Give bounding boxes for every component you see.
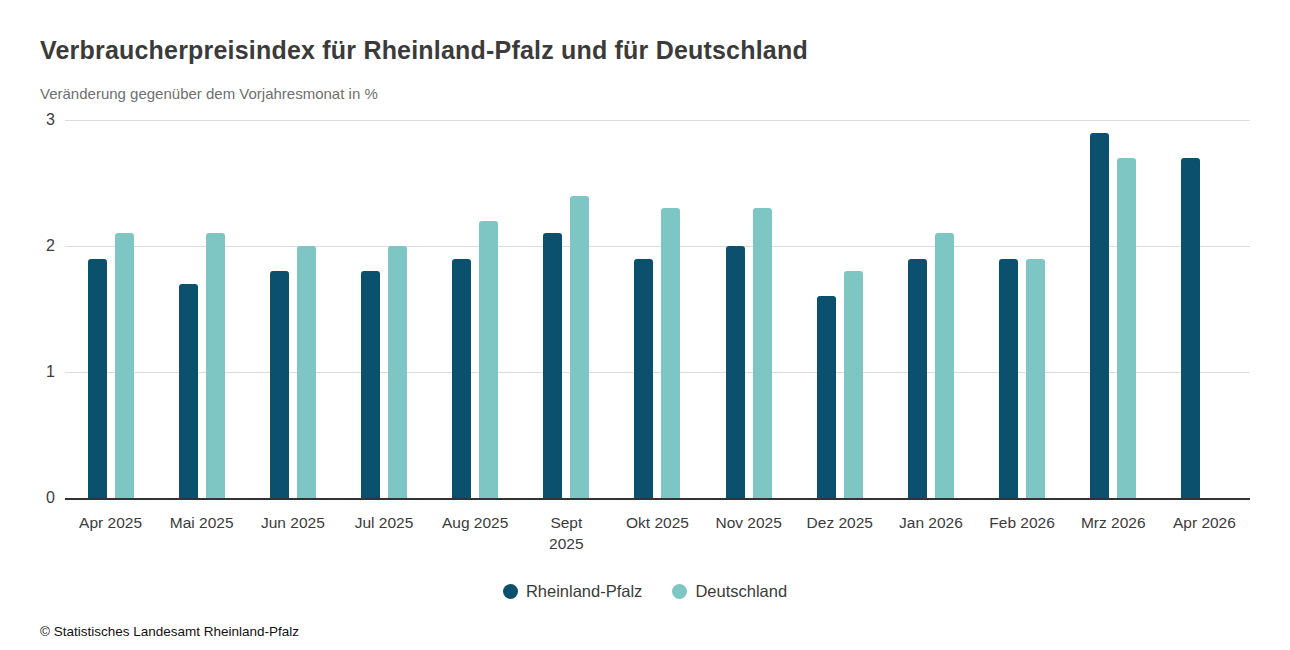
legend-item-deutschland: Deutschland — [672, 582, 787, 601]
chart-page: Verbraucherpreisindex für Rheinland-Pfal… — [0, 0, 1290, 650]
x-tick-label-mai-2025: Mai 2025 — [156, 512, 247, 533]
bar-rheinland-pfalz — [817, 296, 836, 498]
bar-group-apr-2025 — [65, 120, 156, 498]
y-tick-label-2: 2 — [27, 235, 55, 257]
bar-rheinland-pfalz — [361, 271, 380, 498]
x-tick-label-apr-2025: Apr 2025 — [65, 512, 156, 533]
bar-rheinland-pfalz — [908, 259, 927, 498]
x-tick-label-okt-2025: Okt 2025 — [612, 512, 703, 533]
bar-rheinland-pfalz — [726, 246, 745, 498]
bar-rheinland-pfalz — [1090, 133, 1109, 498]
bar-group-sept-2025 — [521, 120, 612, 498]
bar-rheinland-pfalz — [452, 259, 471, 498]
bar-rheinland-pfalz — [1181, 158, 1200, 498]
bar-deutschland — [570, 196, 589, 498]
bar-rheinland-pfalz — [634, 259, 653, 498]
x-tick-label-jan-2026: Jan 2026 — [885, 512, 976, 533]
bar-group-dez-2025 — [794, 120, 885, 498]
bar-rheinland-pfalz — [179, 284, 198, 498]
plot-area: 0123 — [65, 120, 1250, 500]
bar-group-nov-2025 — [703, 120, 794, 498]
bar-deutschland — [935, 233, 954, 498]
x-tick-label-aug-2025: Aug 2025 — [430, 512, 521, 533]
legend-label-rheinland-pfalz: Rheinland-Pfalz — [526, 582, 642, 601]
chart-subtitle: Veränderung gegenüber dem Vorjahresmonat… — [40, 85, 378, 102]
copyright-note: © Statistisches Landesamt Rheinland-Pfal… — [40, 624, 299, 639]
bar-group-apr-2026 — [1159, 120, 1250, 498]
legend: Rheinland-Pfalz Deutschland — [0, 582, 1290, 601]
bar-rheinland-pfalz — [270, 271, 289, 498]
chart-title: Verbraucherpreisindex für Rheinland-Pfal… — [40, 36, 808, 65]
bar-rheinland-pfalz — [543, 233, 562, 498]
bar-deutschland — [479, 221, 498, 498]
legend-label-deutschland: Deutschland — [695, 582, 787, 601]
x-tick-label-dez-2025: Dez 2025 — [794, 512, 885, 533]
bar-group-jan-2026 — [885, 120, 976, 498]
legend-item-rheinland-pfalz: Rheinland-Pfalz — [503, 582, 642, 601]
bar-rheinland-pfalz — [999, 259, 1018, 498]
legend-dot-deutschland — [672, 584, 687, 599]
legend-dot-rheinland-pfalz — [503, 584, 518, 599]
bar-deutschland — [297, 246, 316, 498]
bar-deutschland — [1117, 158, 1136, 498]
x-tick-label-mrz-2026: Mrz 2026 — [1068, 512, 1159, 533]
bar-deutschland — [661, 208, 680, 498]
bar-deutschland — [844, 271, 863, 498]
x-tick-label-jul-2025: Jul 2025 — [338, 512, 429, 533]
bar-rheinland-pfalz — [88, 259, 107, 498]
bar-group-okt-2025 — [612, 120, 703, 498]
x-tick-label-apr-2026: Apr 2026 — [1159, 512, 1250, 533]
bar-group-mai-2025 — [156, 120, 247, 498]
bar-group-aug-2025 — [430, 120, 521, 498]
x-tick-label-sept-2025: Sept 2025 — [521, 512, 612, 554]
bar-deutschland — [388, 246, 407, 498]
y-tick-label-3: 3 — [27, 109, 55, 131]
bar-deutschland — [1026, 259, 1045, 498]
bar-deutschland — [753, 208, 772, 498]
bar-group-jun-2025 — [247, 120, 338, 498]
bar-deutschland — [115, 233, 134, 498]
bar-group-feb-2026 — [977, 120, 1068, 498]
x-tick-label-feb-2026: Feb 2026 — [977, 512, 1068, 533]
y-tick-label-0: 0 — [27, 487, 55, 509]
y-tick-label-1: 1 — [27, 361, 55, 383]
x-tick-label-jun-2025: Jun 2025 — [247, 512, 338, 533]
bar-group-jul-2025 — [338, 120, 429, 498]
x-tick-label-nov-2025: Nov 2025 — [703, 512, 794, 533]
bar-group-mrz-2026 — [1068, 120, 1159, 498]
bar-deutschland — [206, 233, 225, 498]
